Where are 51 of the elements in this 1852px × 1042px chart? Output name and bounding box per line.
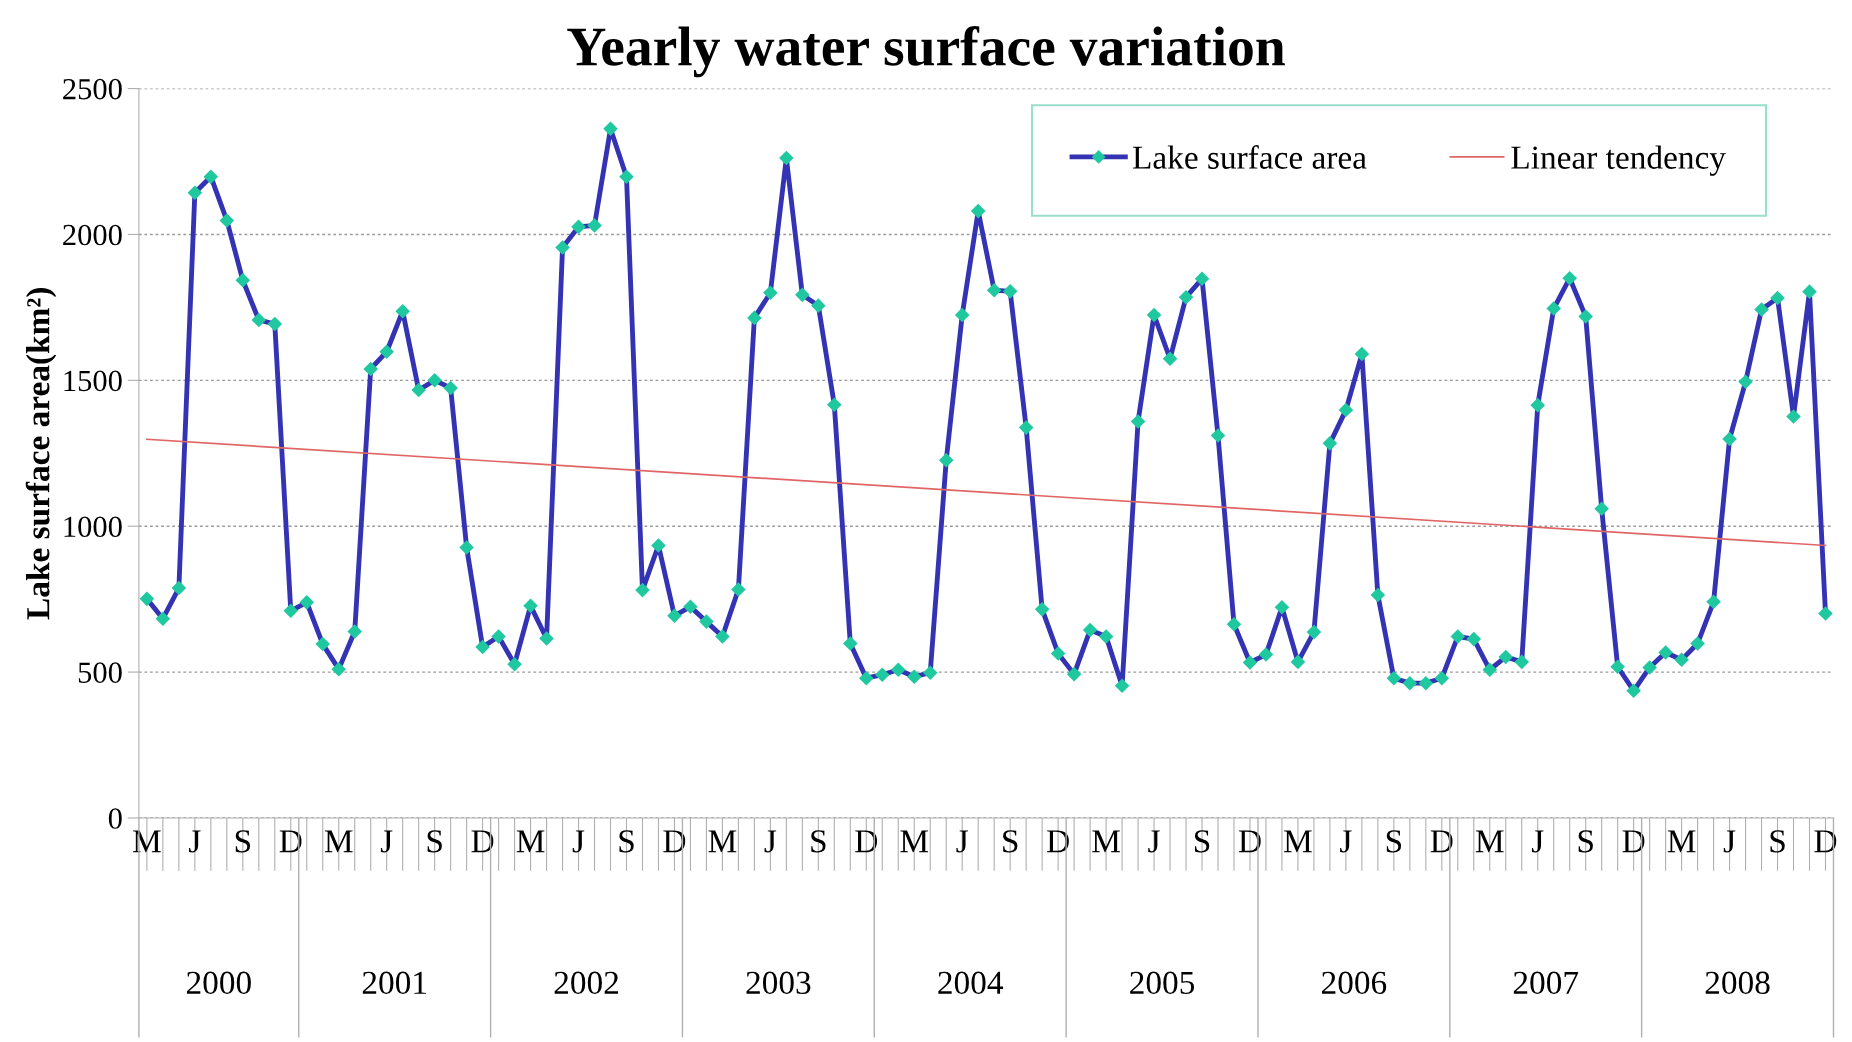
x-tick-label: J (1531, 830, 1544, 853)
chart-title: Yearly water surface variation (567, 26, 1285, 78)
y-tick-label: 1500 (64, 370, 122, 392)
x-tick-label: J (380, 830, 393, 853)
x-tick-label: S (811, 830, 826, 853)
x-tick-label: J (189, 830, 201, 853)
text: 2002 (554, 971, 619, 995)
x-tick-label: D (855, 830, 877, 853)
x-tick-label: D (1430, 830, 1453, 853)
x-tick-label: S (1003, 830, 1018, 853)
x-tick-label: J (956, 830, 968, 853)
text: 2005 (1130, 971, 1195, 995)
x-tick-label: M (1284, 830, 1312, 853)
text: 2004 (938, 971, 1004, 995)
x-tick-label: M (516, 830, 545, 853)
x-tick-label: S (1770, 830, 1785, 853)
text: 2000 (186, 971, 251, 995)
y-tick-label: 1000 (64, 516, 122, 538)
x-tick-label: D (279, 830, 302, 853)
legend-label: Linear tendency (1511, 145, 1726, 176)
x-tick-label: J (1723, 830, 1736, 853)
text: 2006 (1322, 971, 1387, 995)
y-tick-label: 2500 (63, 78, 122, 100)
x-tick-label: J (764, 830, 777, 853)
x-tick-label: M (900, 830, 929, 853)
text: 2001 (362, 971, 427, 995)
x-tick-label: S (1578, 830, 1593, 853)
x-tick-label: S (1194, 830, 1210, 853)
x-tick-label: M (1092, 830, 1120, 853)
text: 2008 (1705, 971, 1770, 995)
x-tick-label: M (133, 830, 161, 853)
x-tick-label: J (1340, 830, 1352, 853)
x-tick-label: M (324, 830, 353, 853)
x-tick-label: J (1148, 830, 1160, 853)
x-tick-label: D (1238, 830, 1261, 853)
y-axis-title: Lake surface area(km²) (25, 288, 57, 620)
x-tick-label: S (427, 830, 442, 853)
x-tick-label: M (1667, 830, 1696, 853)
text: 2007 (1513, 971, 1579, 995)
x-tick-label: S (235, 830, 251, 853)
text: 2003 (746, 971, 811, 995)
x-tick-label: M (1475, 830, 1504, 853)
y-tick-label: 500 (78, 662, 122, 683)
x-tick-label: M (708, 830, 737, 853)
x-tick-label: S (1386, 830, 1402, 853)
x-tick-label: J (572, 830, 585, 853)
y-tick-label: 2000 (63, 224, 122, 246)
x-tick-label: S (619, 830, 634, 853)
legend-label: Lake surface area (1132, 145, 1367, 169)
x-tick-label: D (1047, 830, 1069, 853)
y-tick-label: 0 (108, 808, 122, 829)
